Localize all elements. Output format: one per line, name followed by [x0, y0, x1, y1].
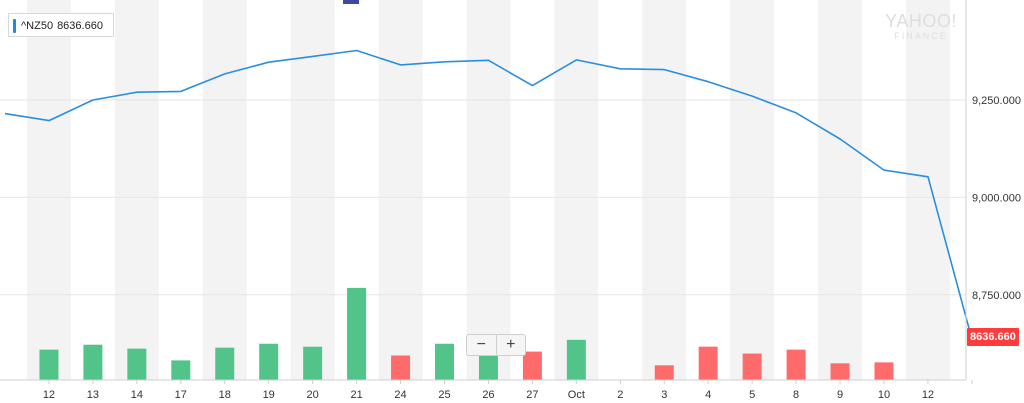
x-tick-label: 8	[793, 389, 799, 401]
x-tick-label: 24	[394, 389, 406, 401]
x-tick-label: Oct	[568, 389, 585, 401]
y-tick-label: 9,250.000	[972, 95, 1021, 107]
x-tick-label: 2	[617, 389, 623, 401]
zoom-out-button[interactable]: −	[476, 336, 486, 353]
weekday-bands	[26, 0, 950, 380]
symbol-legend[interactable]: ^NZ50 8636.660	[8, 13, 114, 37]
x-tick-label: 18	[219, 389, 231, 401]
volume-bar	[830, 363, 850, 380]
zoom-in-button[interactable]: +	[506, 336, 516, 353]
volume-bar	[39, 349, 59, 380]
volume-bar	[566, 339, 586, 380]
weekday-band	[378, 0, 423, 380]
weekday-band	[114, 0, 159, 380]
y-tick-labels: 9,250.000 9,000.000 8,750.000	[972, 95, 1021, 302]
symbol-value: 8636.660	[57, 20, 103, 32]
x-tick-label: 12	[922, 389, 934, 401]
gridlines	[0, 99, 966, 296]
x-tick-label: 9	[837, 389, 843, 401]
volume-bar	[742, 353, 762, 380]
volume-bars	[39, 287, 894, 380]
x-tick-label: 12	[43, 389, 55, 401]
volume-bar	[654, 365, 674, 380]
volume-bar	[127, 348, 147, 380]
x-tick-label: 27	[526, 389, 538, 401]
volume-bar	[215, 347, 235, 380]
volume-bar	[522, 351, 542, 380]
x-tick-label: 10	[878, 389, 890, 401]
volume-bar	[786, 349, 806, 380]
top-marker	[343, 0, 359, 4]
x-tick-label: 20	[307, 389, 319, 401]
x-tick-label: 17	[175, 389, 187, 401]
zoom-controls: − +	[466, 334, 526, 356]
watermark-line1: YAHOO!	[885, 11, 957, 31]
volume-bar	[259, 343, 279, 380]
volume-bar	[83, 344, 103, 380]
x-tick-label: 19	[263, 389, 275, 401]
x-tick-label: 21	[350, 389, 362, 401]
axes	[0, 0, 967, 381]
volume-bar	[698, 346, 718, 380]
x-tick-label: 5	[749, 389, 755, 401]
legend-swatch	[13, 19, 16, 33]
weekday-band	[466, 0, 511, 380]
volume-bar	[435, 343, 454, 380]
x-tick-label: 3	[661, 389, 667, 401]
volume-bar	[347, 287, 367, 380]
weekday-band	[26, 0, 71, 380]
weekday-band	[202, 0, 247, 380]
x-tick-label: 13	[87, 389, 99, 401]
x-tick-labels: 12 13 14 17 18 19 20 21 24 25 26 27 Oct 2 3 4 5 8 9 10 12	[43, 380, 973, 401]
x-tick-label: 14	[131, 389, 143, 401]
y-tick-label: 9,000.000	[972, 192, 1021, 204]
weekday-band	[818, 0, 863, 380]
weekday-band	[554, 0, 599, 380]
volume-bar	[303, 346, 323, 380]
x-tick-label: 4	[705, 389, 711, 401]
weekday-band	[730, 0, 775, 380]
weekday-band	[642, 0, 687, 380]
volume-bar	[874, 362, 894, 380]
symbol-name: ^NZ50	[21, 20, 54, 32]
yahoo-finance-watermark: YAHOO! FINANCE	[878, 12, 964, 41]
zoom-separator	[495, 335, 497, 355]
x-tick-label: 26	[482, 389, 494, 401]
x-tick-label: 25	[438, 389, 450, 401]
volume-bar	[171, 360, 191, 380]
watermark-line2: FINANCE	[894, 31, 948, 41]
weekday-band	[905, 0, 950, 380]
price-series-line	[4, 49, 973, 340]
weekday-band	[290, 0, 335, 380]
volume-bar	[391, 355, 411, 380]
last-price-tag: 8636.660	[967, 328, 1019, 346]
y-tick-label: 8,750.000	[972, 290, 1021, 302]
